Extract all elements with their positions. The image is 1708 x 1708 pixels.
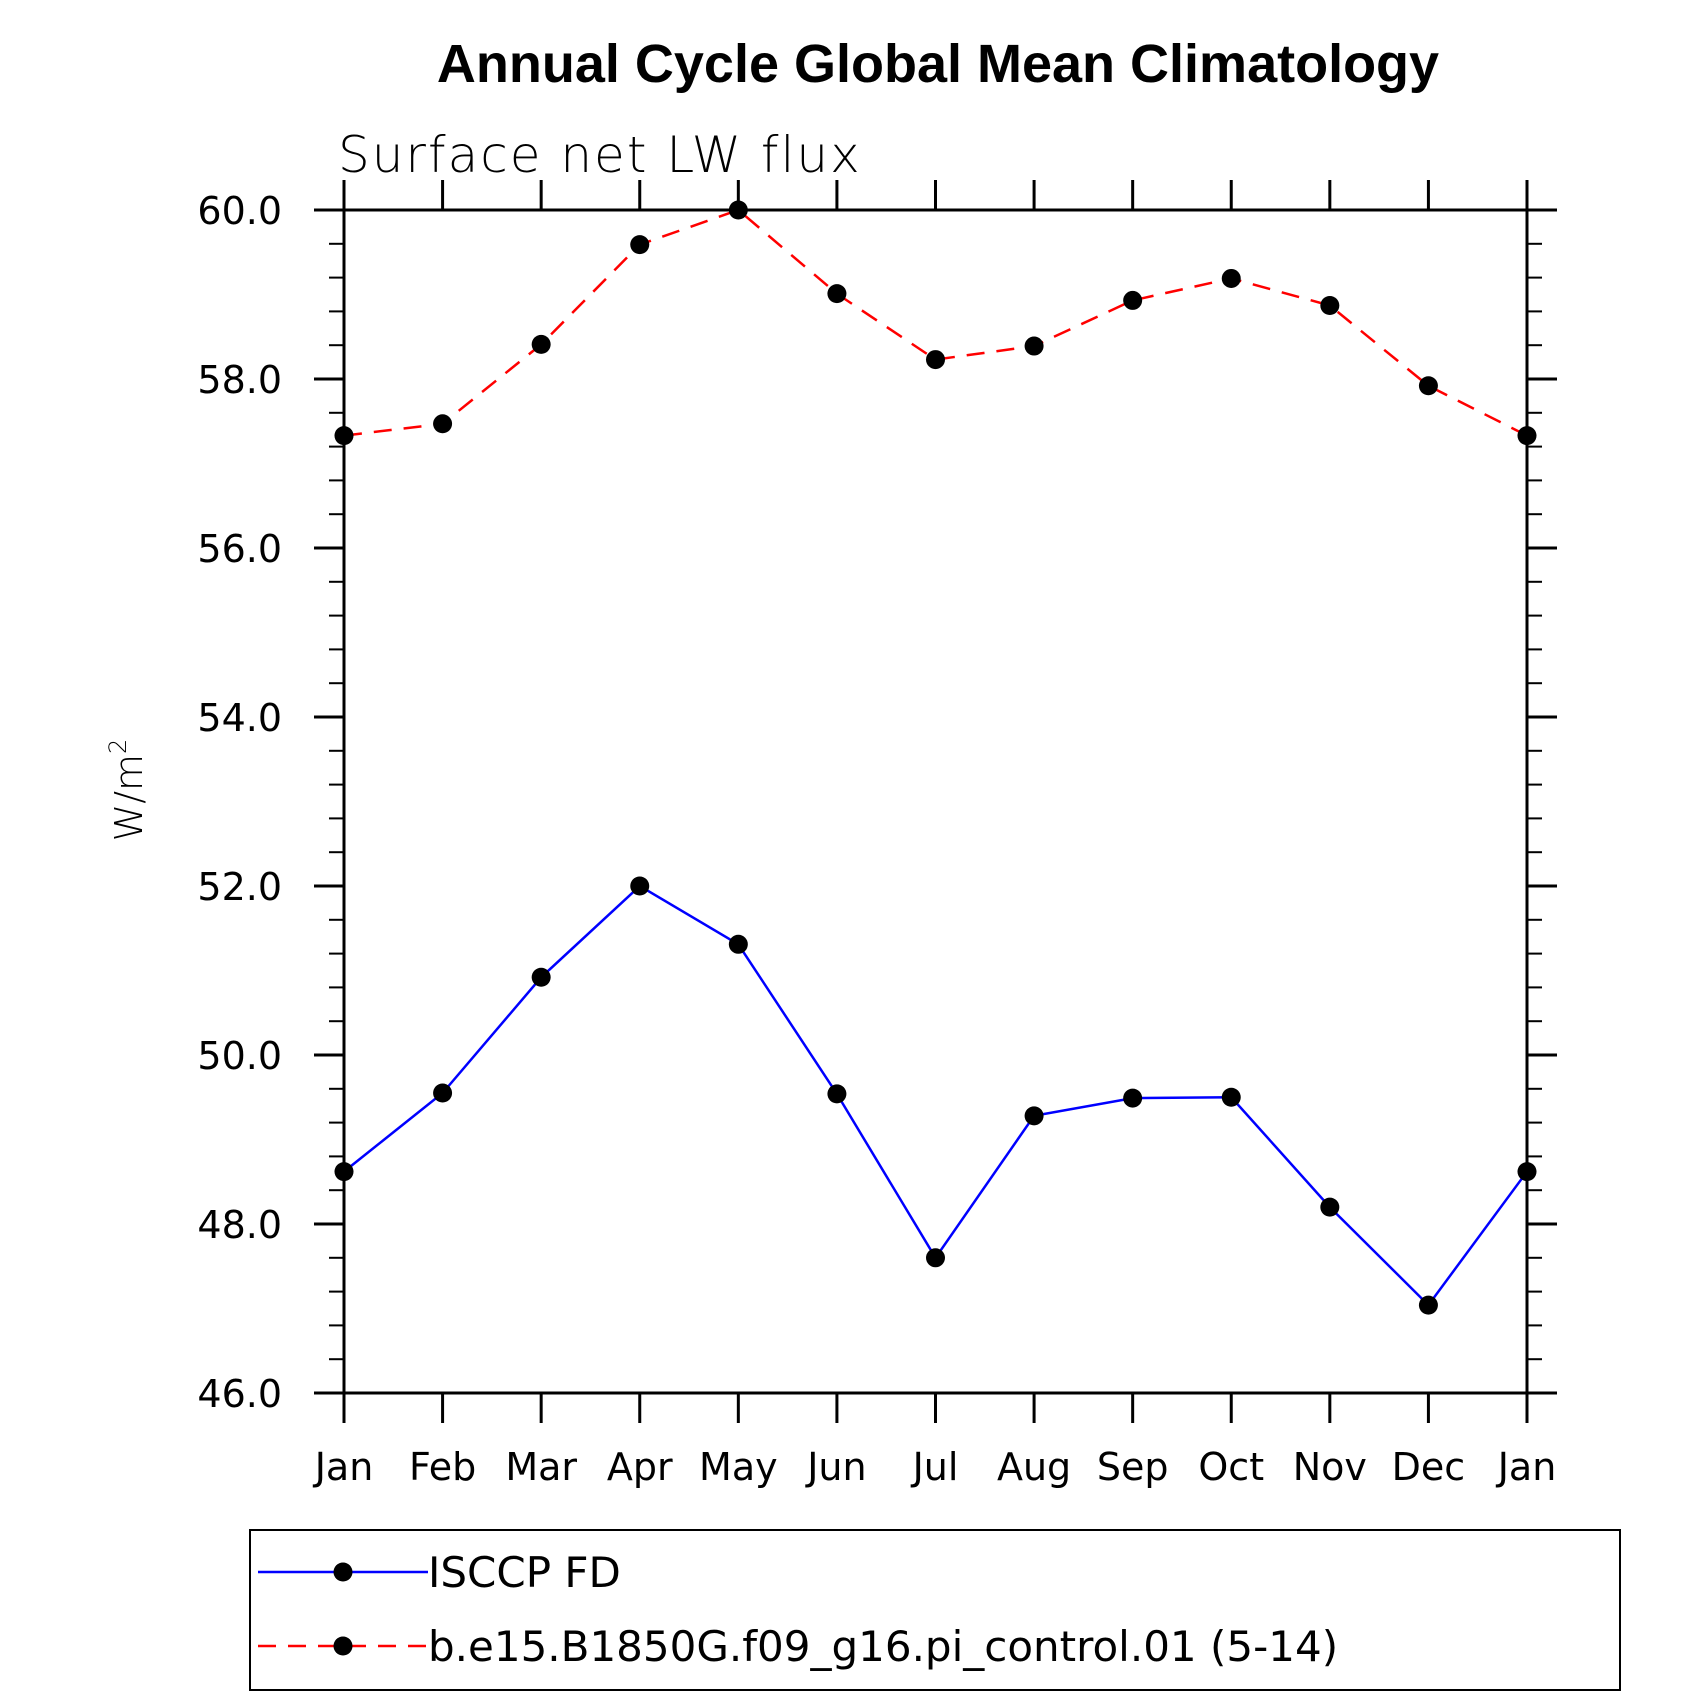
x-tick-label: Dec [1392,1445,1466,1489]
data-point [1221,1087,1241,1107]
x-tick-label: Feb [409,1445,476,1489]
y-tick-label: 52.0 [197,865,282,909]
x-tick-label: Mar [505,1445,577,1489]
y-axis-label: W/m2 [104,739,151,842]
y-tick-label: 54.0 [197,696,282,740]
x-tick-label: Sep [1097,1445,1169,1489]
legend-label: ISCCP FD [428,1548,621,1597]
svg-text:W/m2: W/m2 [104,739,151,842]
data-point [334,1162,354,1182]
x-tick-label: Aug [997,1445,1071,1489]
data-point [926,1248,945,1268]
y-tick-labels: 46.0 48.0 50.0 52.0 54.0 56.0 58.0 60.0 [197,189,282,1416]
series-line [343,884,1529,1308]
series-1 [334,876,1537,1315]
y-tick-label: 60.0 [197,189,282,233]
x-tick-label: Apr [607,1445,673,1489]
y-tick-label: 48.0 [197,1203,282,1247]
data-point [728,200,748,220]
data-point [1123,1088,1143,1108]
legend-items: ISCCP FD b.e15.B1850G.f09_g16.pi_control.… [258,1548,1338,1671]
data-point [1418,376,1438,396]
legend-label: b.e15.B1850G.f09_g16.pi_control.01 (5-14… [428,1622,1338,1671]
legend-marker [333,1636,353,1656]
data-point [1123,290,1143,310]
data-point [1024,1106,1044,1126]
data-point [1024,336,1044,356]
data-point [1418,1295,1438,1315]
x-tick-label: Nov [1293,1445,1367,1489]
data-point [531,334,551,354]
y-tick-label: 46.0 [197,1372,282,1416]
data-point [926,350,945,370]
data-point [630,235,650,255]
x-tick-label: Oct [1198,1445,1264,1489]
data-point [1320,295,1340,315]
x-tick-label: Jan [1496,1445,1557,1489]
x-tick-label: May [699,1445,778,1489]
data-point [433,1083,453,1103]
data-point [827,1084,847,1104]
data-point [827,284,847,304]
chart-subtitle: Surface net LW flux [338,126,862,184]
x-tick-labels: Jan Feb Mar Apr May Jun Jul Aug Sep Oct Nov Dec Jan [313,1445,1557,1489]
legend-box [249,1529,1621,1691]
x-tick-label: Jan [313,1445,374,1489]
legend-marker [333,1562,353,1582]
x-tick-label: Jul [911,1445,959,1489]
axis-ticks [314,180,1557,1423]
chart-title: Annual Cycle Global Mean Climatology [437,34,1439,94]
y-axis-label-superscript: 2 [104,739,132,754]
data-point [1517,426,1537,446]
plot-frame [342,208,1529,1395]
data-point [531,967,551,987]
data-point [433,414,453,434]
legend: ISCCP FD b.e15.B1850G.f09_g16.pi_control.… [249,1529,1621,1691]
series-2 [334,200,1537,446]
series-line [343,208,1528,437]
y-tick-label: 56.0 [197,527,282,571]
data-point [334,426,354,446]
data-point [630,876,650,896]
data-point [1517,1162,1537,1182]
y-axis-label-text: W/m [107,754,151,841]
data-point [1320,1197,1340,1217]
x-tick-label: Jun [805,1445,866,1489]
data-point [728,934,748,954]
series-group [334,200,1537,1315]
y-tick-label: 50.0 [197,1034,282,1078]
y-tick-label: 58.0 [197,358,282,402]
data-point [1221,268,1241,288]
